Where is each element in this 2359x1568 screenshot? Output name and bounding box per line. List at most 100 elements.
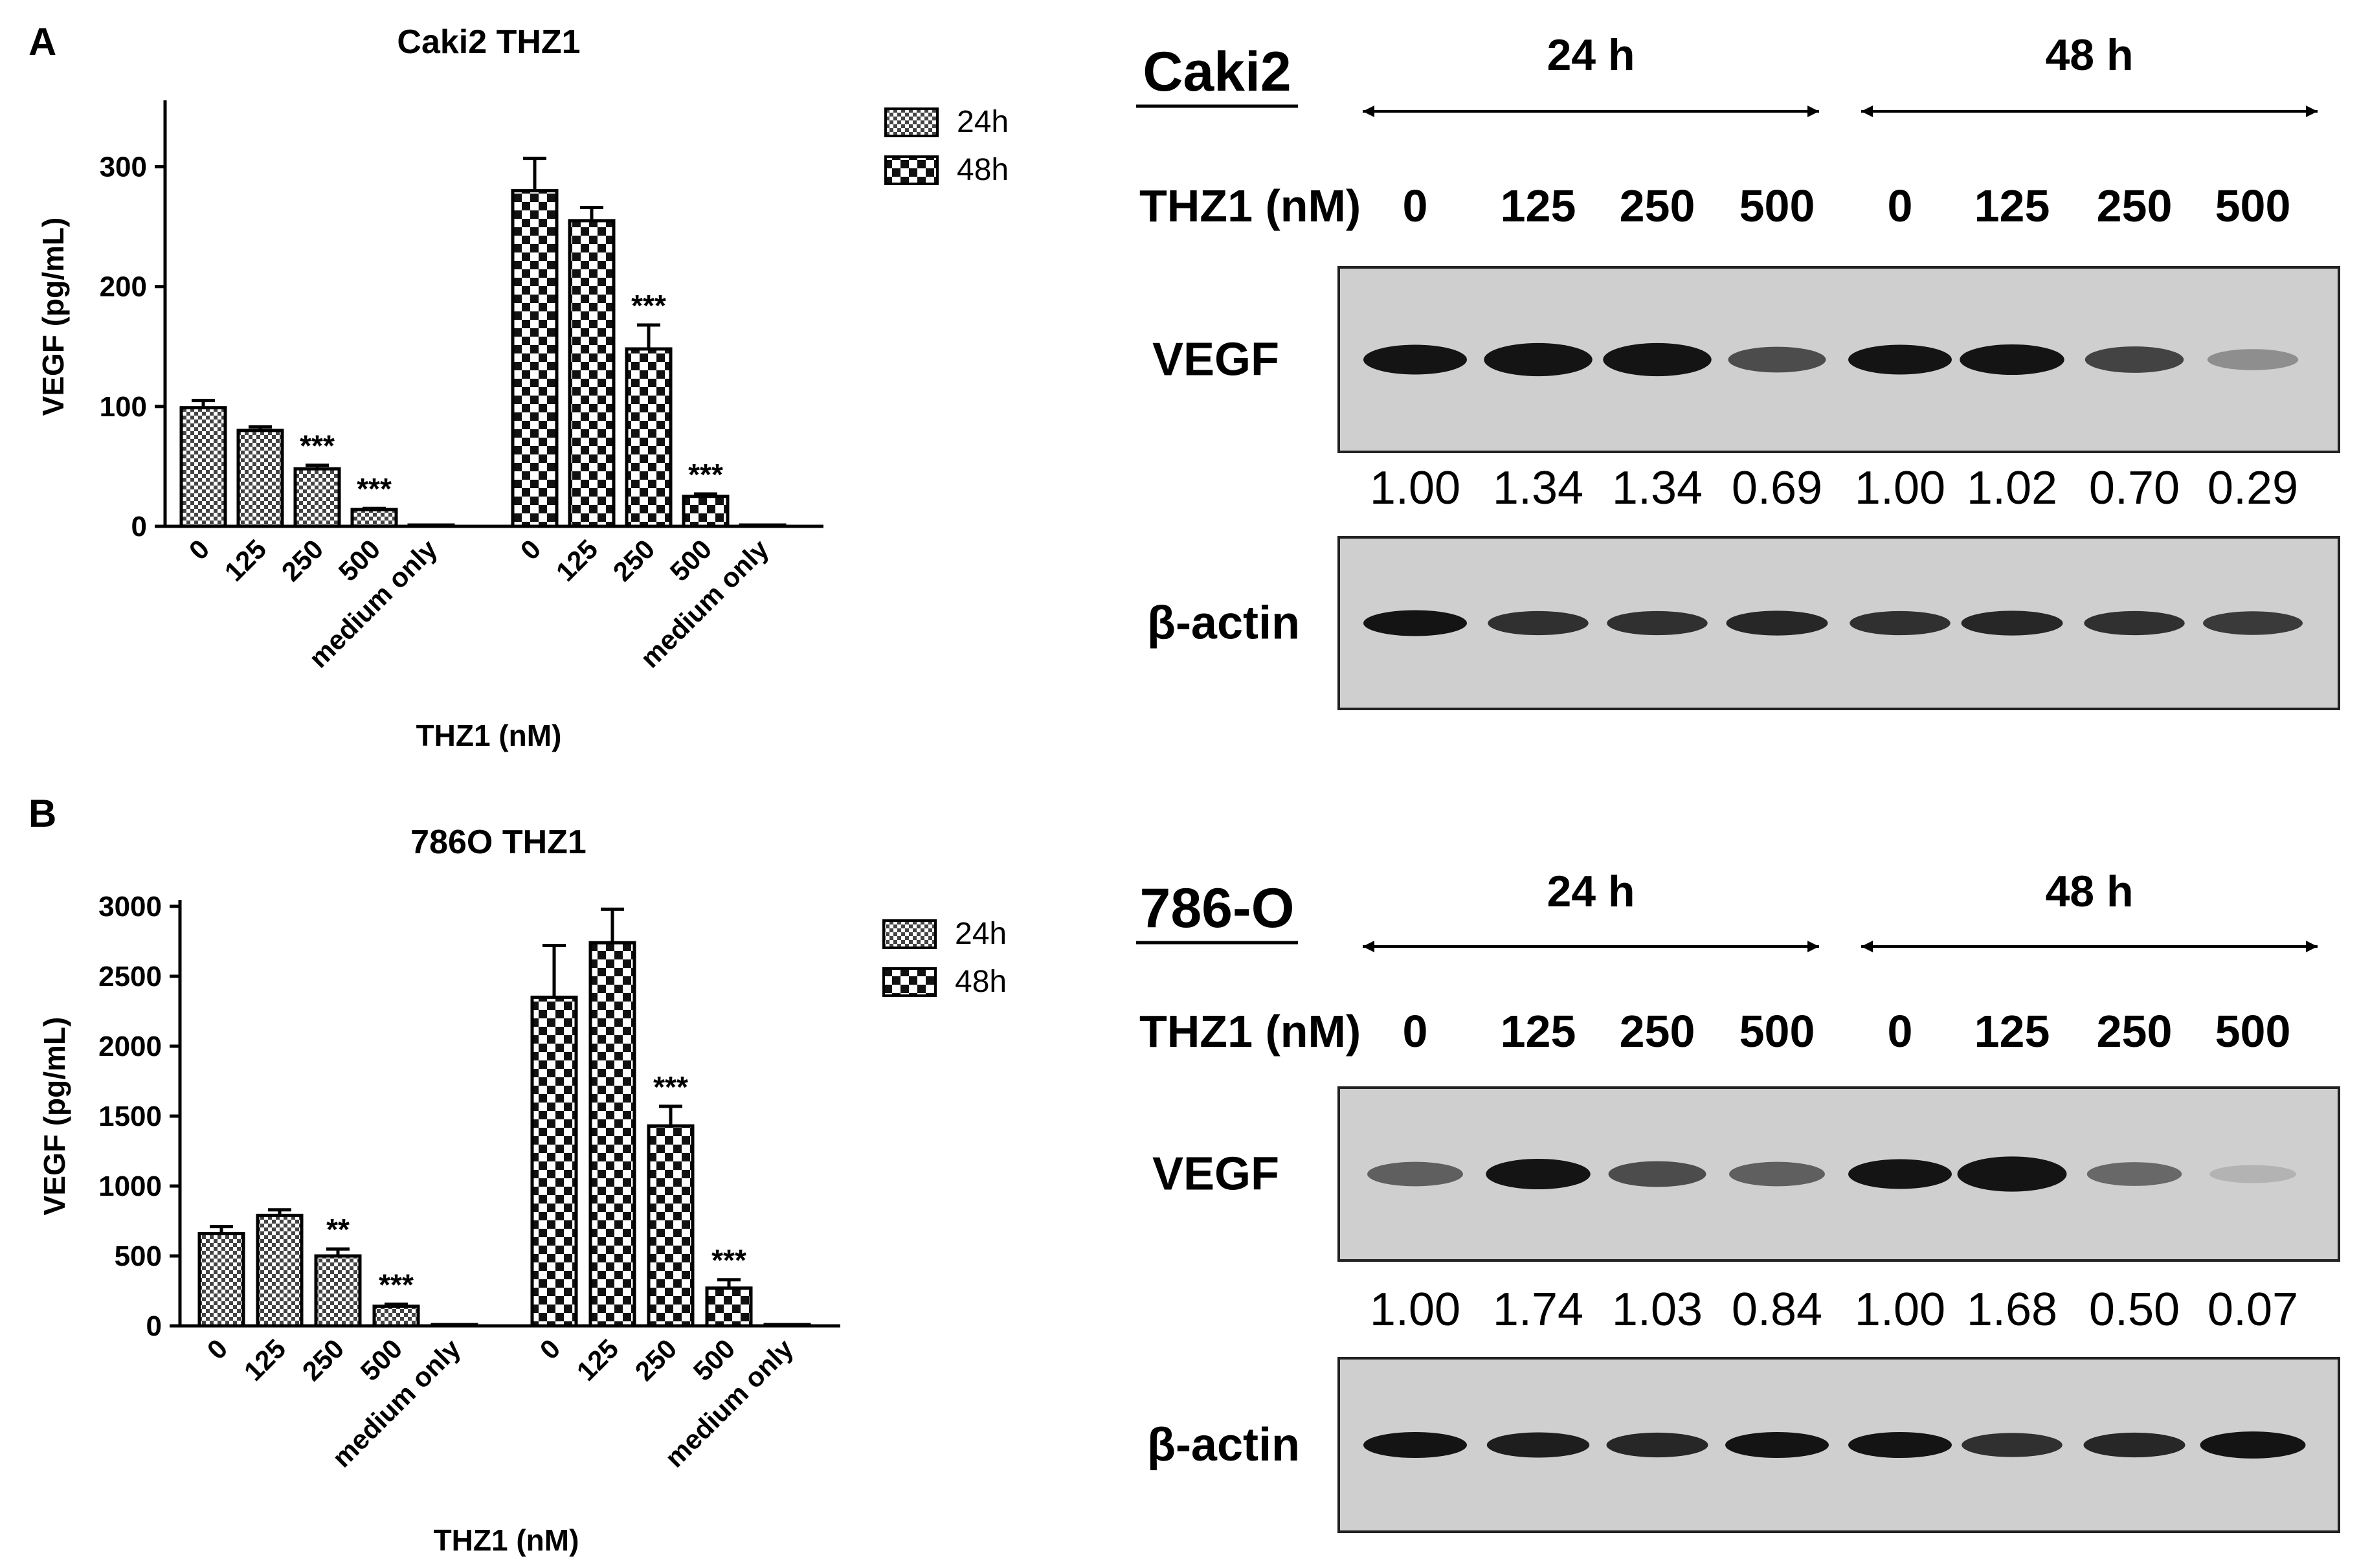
- significance-marker: **: [326, 1213, 350, 1246]
- loading-band: [2200, 1431, 2306, 1459]
- target-band: [2209, 1165, 2296, 1183]
- densitometry-ratio: 0.29: [2208, 462, 2298, 514]
- time-label-1: 48 h: [2045, 30, 2133, 80]
- time-label-0: 24 h: [1547, 30, 1635, 80]
- densitometry-ratio: 0.07: [2208, 1284, 2298, 1336]
- y-tick-label: 0: [131, 511, 147, 543]
- significance-marker: ***: [653, 1070, 688, 1104]
- y-tick-label: 0: [146, 1310, 162, 1342]
- y-tick-label: 100: [100, 391, 147, 423]
- arrow-head-left: [1363, 106, 1374, 117]
- loading-band: [1363, 1432, 1467, 1458]
- loading-band: [2203, 611, 2303, 635]
- target-band: [1728, 346, 1826, 373]
- significance-marker: ***: [379, 1268, 414, 1302]
- loading-band: [1607, 610, 1708, 636]
- target-band: [2086, 1162, 2182, 1186]
- y-tick-label: 200: [100, 271, 147, 303]
- y-tick-label: 300: [100, 151, 147, 183]
- bar-24h-medium-only: [407, 523, 455, 528]
- densitometry-ratio: 1.00: [1370, 462, 1460, 514]
- loading-band: [1606, 1432, 1708, 1458]
- x-axis-label: THZ1 (nM): [434, 1523, 579, 1557]
- legend-label-48h: 48h: [957, 153, 1009, 187]
- densitometry-ratio: 1.02: [1967, 462, 2057, 514]
- legend-swatch-48h: [882, 967, 937, 997]
- significance-marker: ***: [688, 458, 723, 491]
- bar-48h-500: [705, 1286, 753, 1328]
- densitometry-ratio: 0.84: [1732, 1284, 1822, 1336]
- bar-24h-125: [236, 429, 284, 528]
- y-axis-label: VEGF (pg/mL): [38, 1017, 71, 1216]
- loading-band: [1488, 610, 1589, 636]
- panel-letter-b: B: [28, 792, 57, 835]
- bar-24h-250: [293, 467, 341, 528]
- y-tick-label: 500: [115, 1240, 162, 1272]
- loading-band: [1848, 1432, 1952, 1458]
- significance-marker: ***: [711, 1244, 746, 1277]
- arrow-head-right: [2306, 941, 2318, 952]
- target-band: [1729, 1161, 1825, 1187]
- significance-marker: ***: [631, 289, 666, 322]
- loading-band: [1961, 610, 2063, 636]
- densitometry-ratio: 1.34: [1612, 462, 1703, 514]
- densitometry-ratio: 1.74: [1493, 1284, 1583, 1336]
- x-axis-label: THZ1 (nM): [416, 719, 562, 752]
- densitometry-ratio: 0.70: [2089, 462, 2180, 514]
- chart-title: Caki2 THZ1: [397, 23, 580, 61]
- target-band: [2085, 346, 2184, 373]
- densitometry-ratio: 0.69: [1732, 462, 1822, 514]
- loading-band: [1363, 610, 1467, 636]
- target-band: [1486, 1158, 1591, 1190]
- densitometry-ratio: 1.00: [1855, 1284, 1945, 1336]
- densitometry-ratio: 0.50: [2089, 1284, 2180, 1336]
- target-band: [1603, 342, 1712, 377]
- dose-label: 500: [2215, 181, 2291, 231]
- chart-title: 786O THZ1: [410, 823, 587, 861]
- time-label-1: 48 h: [2045, 867, 2133, 916]
- dose-label: 0: [1888, 181, 1913, 231]
- arrow-head-right: [1807, 106, 1819, 117]
- arrow-head-right: [2306, 106, 2318, 117]
- dose-label: 125: [1974, 181, 2050, 231]
- loading-band: [2084, 610, 2185, 636]
- loading-label: β-actin: [1147, 1419, 1300, 1471]
- cell-line-title: Caki2: [1143, 41, 1291, 103]
- panel-letter-a: A: [28, 20, 57, 63]
- target-band: [1363, 344, 1467, 375]
- target-band: [1957, 1156, 2067, 1192]
- dose-label: 125: [1501, 1006, 1576, 1057]
- bar-24h-medium-only: [430, 1323, 478, 1328]
- dose-label: 250: [1620, 181, 1695, 231]
- loading-band: [1486, 1432, 1590, 1458]
- target-band: [1960, 344, 2064, 375]
- y-tick-label: 1000: [98, 1170, 162, 1202]
- arrow-head-left: [1861, 941, 1873, 952]
- target-label: VEGF: [1152, 1148, 1279, 1200]
- target-band: [1484, 342, 1593, 377]
- target-label: VEGF: [1152, 334, 1279, 386]
- dose-label: 250: [2097, 1006, 2173, 1057]
- target-band: [1848, 1159, 1952, 1189]
- bar-48h-medium-only: [763, 1323, 811, 1328]
- bar-24h-0: [197, 1231, 245, 1328]
- dose-header: THZ1 (nM): [1139, 1006, 1361, 1057]
- legend-label-48h: 48h: [955, 965, 1007, 999]
- y-tick-label: 1500: [98, 1101, 162, 1132]
- loading-band: [2083, 1432, 2186, 1458]
- significance-marker: ***: [357, 472, 392, 506]
- bar-48h-medium-only: [739, 523, 787, 528]
- dose-label: 0: [1403, 181, 1428, 231]
- dose-label: 250: [2097, 181, 2173, 231]
- legend-swatch-48h: [884, 155, 939, 185]
- loading-label: β-actin: [1147, 598, 1300, 649]
- bar-48h-125: [568, 219, 616, 528]
- dose-label: 500: [1739, 181, 1815, 231]
- legend-label-24h: 24h: [955, 917, 1007, 951]
- y-tick-label: 2000: [98, 1031, 162, 1062]
- dose-label: 125: [1501, 181, 1576, 231]
